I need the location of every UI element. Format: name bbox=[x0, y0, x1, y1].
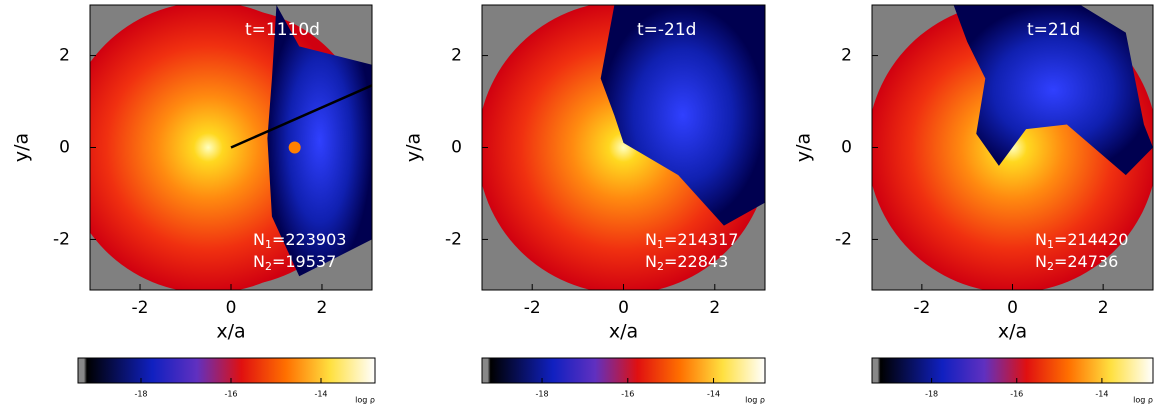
density-map bbox=[482, 5, 765, 290]
subscript: 1 bbox=[657, 238, 664, 251]
y-tick-label: -2 bbox=[53, 229, 70, 249]
count-text: =214420 bbox=[1054, 230, 1128, 249]
y-tick-label: 0 bbox=[451, 138, 462, 158]
x-tick-label: 2 bbox=[1098, 298, 1109, 318]
x-tick-label: -2 bbox=[132, 298, 149, 318]
count-text: =214317 bbox=[664, 230, 738, 249]
time-label: t=21d bbox=[1027, 20, 1080, 40]
colorbar bbox=[871, 357, 1154, 384]
count-text: N bbox=[1035, 230, 1047, 249]
count-text: N bbox=[645, 252, 657, 271]
count-text: =19537 bbox=[272, 252, 336, 271]
x-tick-label: 0 bbox=[618, 298, 629, 318]
x-axis-label: x/a bbox=[998, 321, 1027, 343]
count-text: N bbox=[253, 230, 265, 249]
time-label: t=1110d bbox=[245, 20, 320, 40]
y-tick-label: 2 bbox=[841, 46, 852, 66]
x-tick-label: 2 bbox=[317, 298, 328, 318]
colorbar-tick-label: -16 bbox=[621, 390, 634, 399]
y-tick-label: 0 bbox=[841, 138, 852, 158]
colorbar-label: log ρ bbox=[355, 396, 375, 405]
companion bbox=[288, 141, 301, 154]
x-tick-label: -2 bbox=[524, 298, 541, 318]
particle-count: N2=22843 bbox=[645, 252, 728, 274]
particle-count: N1=223903 bbox=[253, 230, 346, 252]
subscript: 2 bbox=[657, 260, 664, 273]
subscript: 1 bbox=[1047, 238, 1054, 251]
y-tick-label: -2 bbox=[445, 229, 462, 249]
x-axis-label: x/a bbox=[216, 321, 245, 343]
particle-count: N2=19537 bbox=[253, 252, 336, 274]
particle-count: N1=214317 bbox=[645, 230, 738, 252]
count-text: =223903 bbox=[272, 230, 346, 249]
colorbar-label: log ρ bbox=[1133, 396, 1153, 405]
y-axis-label: y/a bbox=[403, 133, 425, 162]
y-tick-label: -2 bbox=[835, 229, 852, 249]
count-text: =22843 bbox=[664, 252, 728, 271]
time-label: t=-21d bbox=[637, 20, 696, 40]
y-axis-label: y/a bbox=[793, 133, 815, 162]
y-axis-label: y/a bbox=[11, 133, 33, 162]
count-text: N bbox=[253, 252, 265, 271]
colorbar-tick-label: -14 bbox=[314, 390, 327, 399]
count-text: =24736 bbox=[1054, 252, 1118, 271]
low-density-region bbox=[953, 5, 1153, 176]
colorbar-tick-label: -16 bbox=[224, 390, 237, 399]
y-tick-label: 2 bbox=[451, 46, 462, 66]
x-tick-label: 0 bbox=[1007, 298, 1018, 318]
colorbar-tick-label: -18 bbox=[134, 390, 147, 399]
colorbar-tick-label: -16 bbox=[1010, 390, 1023, 399]
count-text: N bbox=[1035, 252, 1047, 271]
colorbar-tick-label: -14 bbox=[1095, 390, 1108, 399]
subscript: 2 bbox=[265, 260, 272, 273]
axis-line bbox=[230, 84, 372, 149]
x-tick-label: -2 bbox=[913, 298, 930, 318]
y-tick-label: 2 bbox=[59, 46, 70, 66]
subscript: 2 bbox=[1047, 260, 1054, 273]
colorbar-label: log ρ bbox=[745, 396, 765, 405]
subscript: 1 bbox=[265, 238, 272, 251]
low-density-region bbox=[600, 5, 765, 226]
count-text: N bbox=[645, 230, 657, 249]
colorbar-tick-label: -18 bbox=[535, 390, 548, 399]
x-tick-label: 2 bbox=[709, 298, 720, 318]
colorbar bbox=[77, 357, 376, 384]
x-axis-label: x/a bbox=[609, 321, 638, 343]
colorbar-tick-label: -18 bbox=[925, 390, 938, 399]
colorbar-tick-label: -14 bbox=[707, 390, 720, 399]
particle-count: N1=214420 bbox=[1035, 230, 1128, 252]
density-map bbox=[90, 5, 372, 290]
particle-count: N2=24736 bbox=[1035, 252, 1118, 274]
density-map bbox=[872, 5, 1153, 290]
x-tick-label: 0 bbox=[226, 298, 237, 318]
colorbar bbox=[481, 357, 766, 384]
y-tick-label: 0 bbox=[59, 138, 70, 158]
low-density-region bbox=[267, 5, 372, 277]
